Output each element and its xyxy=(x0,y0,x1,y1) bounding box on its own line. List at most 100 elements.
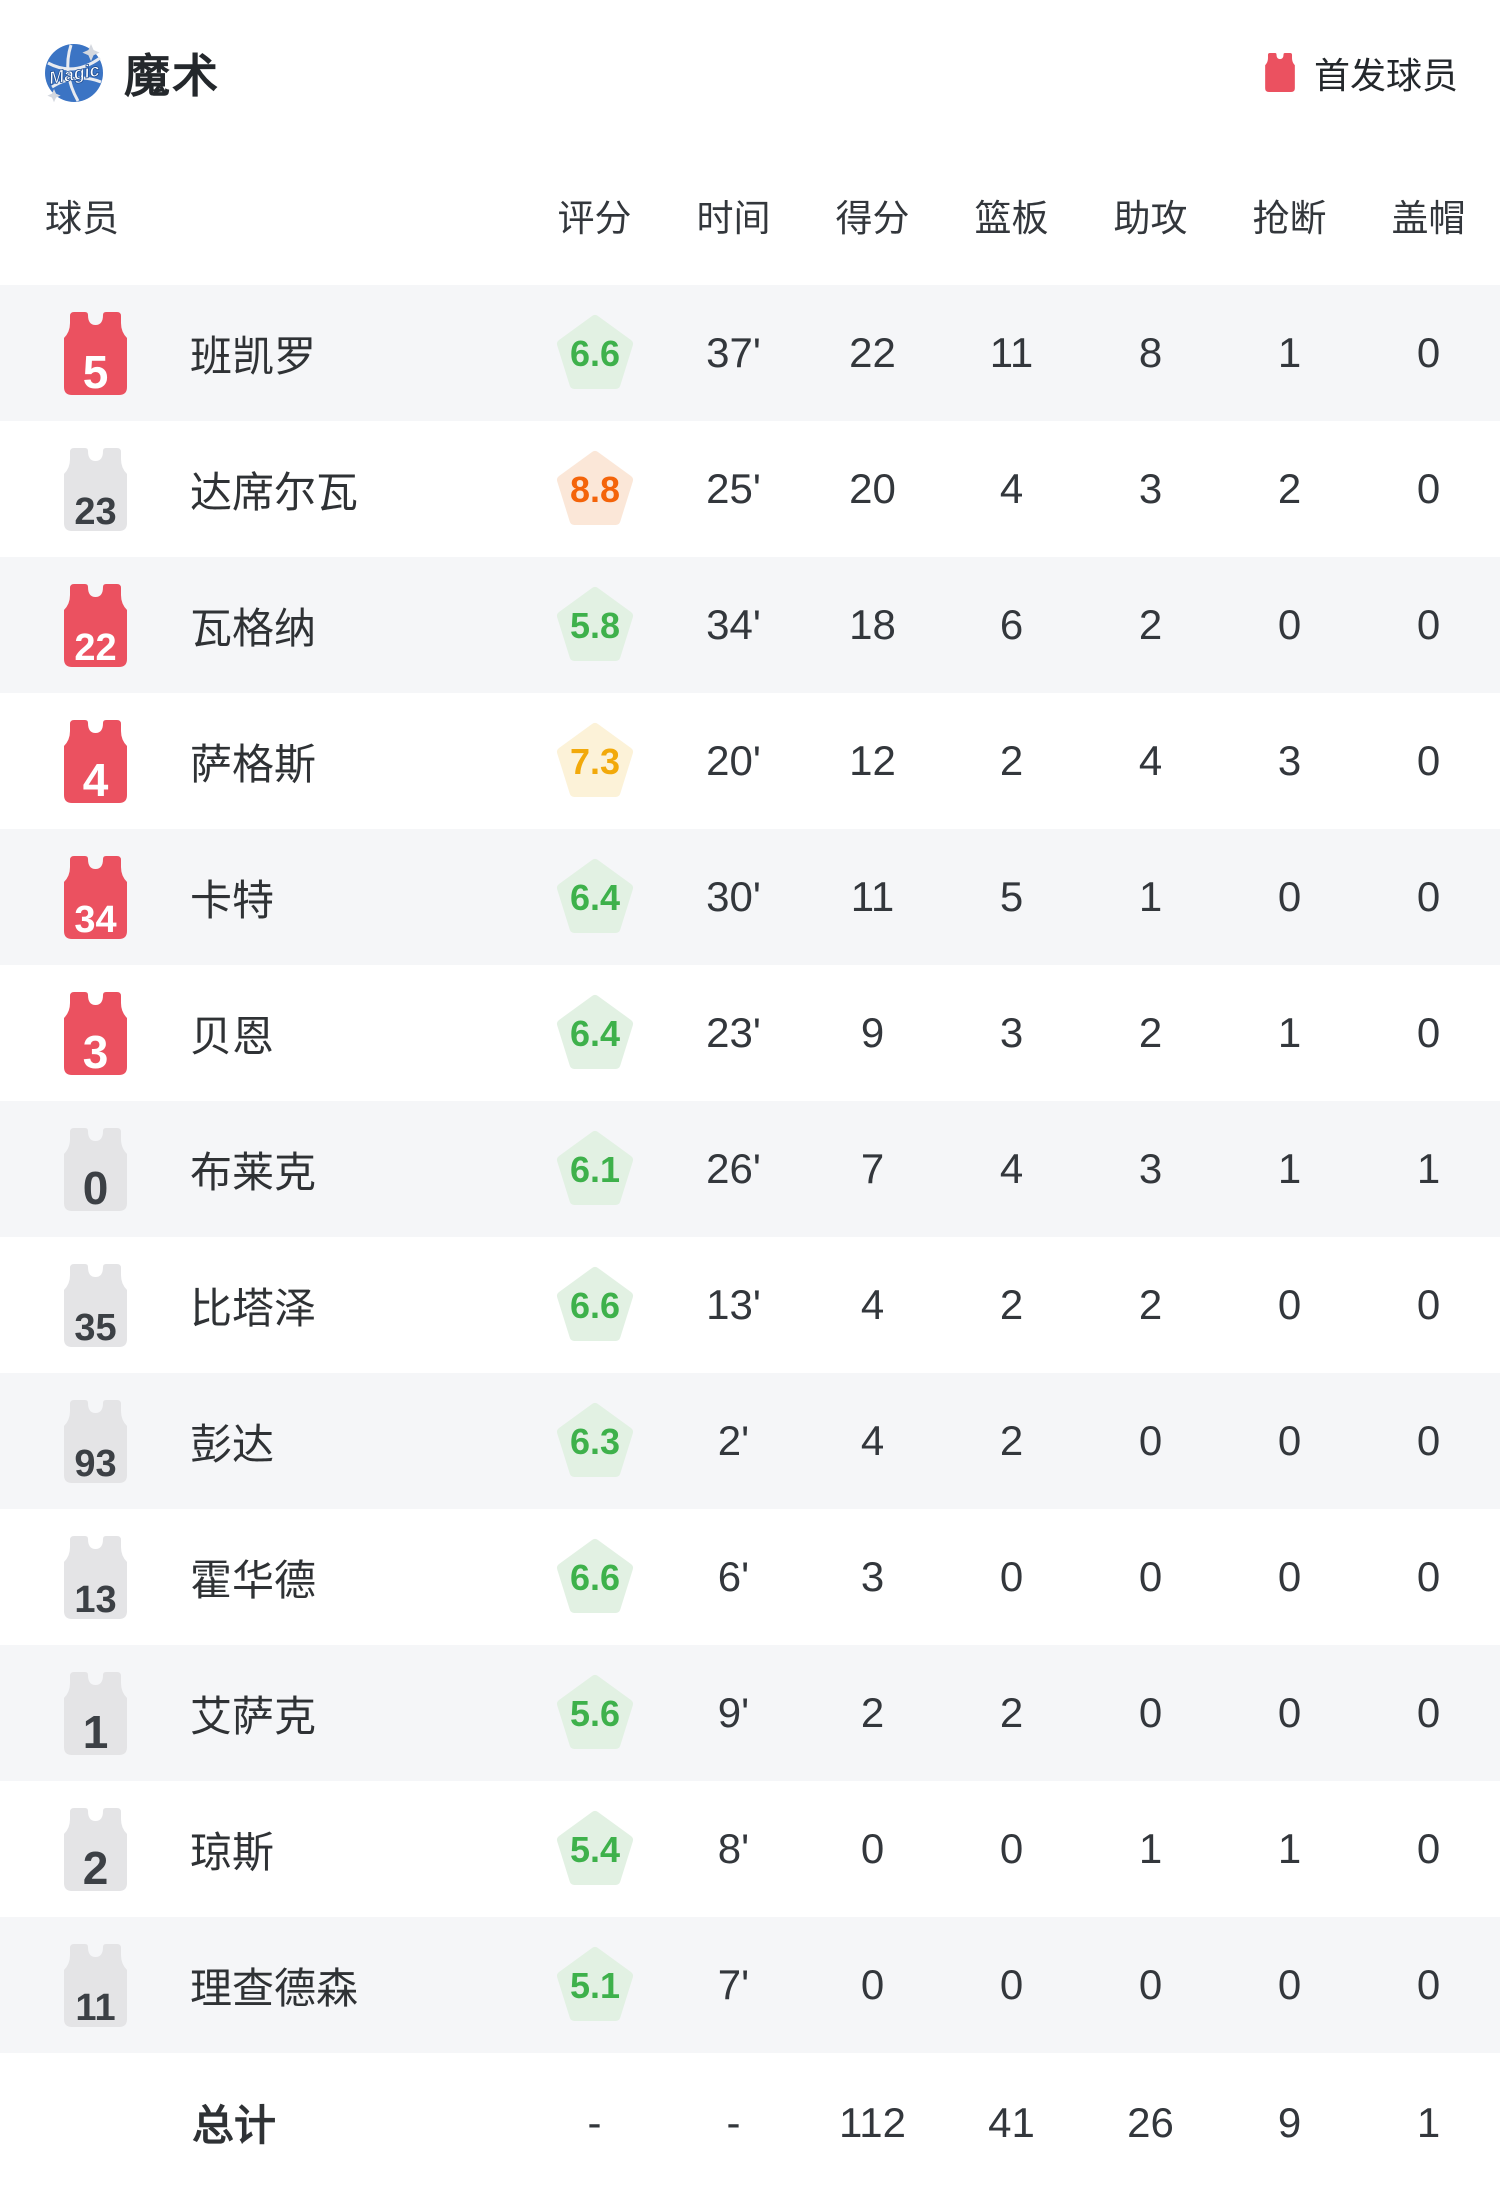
rating-cell: 6.6 xyxy=(525,313,664,393)
rebounds-cell: 0 xyxy=(999,1961,1024,2008)
blocks-cell: 0 xyxy=(1416,1961,1441,2008)
rating-value: 5.8 xyxy=(569,605,619,646)
player-name: 达席尔瓦 xyxy=(190,468,359,516)
table-row[interactable]: 93 彭达 6.3 2' 4 2 0 0 0 xyxy=(0,1373,1500,1509)
assists-cell: 4 xyxy=(1138,737,1163,784)
points-cell: 18 xyxy=(849,601,896,648)
player-cell: 5 班凯罗 xyxy=(0,310,525,397)
rating-badge: 5.1 xyxy=(556,1947,633,2021)
table-row[interactable]: 34 卡特 6.4 30' 11 5 1 0 0 xyxy=(0,829,1500,965)
column-rating: 评分 xyxy=(557,198,632,239)
player-name: 彭达 xyxy=(190,1420,275,1468)
jersey-number: 35 xyxy=(74,1307,116,1349)
blocks-cell: 0 xyxy=(1416,1689,1441,1736)
player-cell: 2 琼斯 xyxy=(0,1806,525,1893)
rating-cell: 6.4 xyxy=(525,857,664,937)
jersey-icon: 5 xyxy=(64,311,127,397)
player-name: 霍华德 xyxy=(190,1556,317,1604)
minutes-cell: 6' xyxy=(717,1553,750,1600)
blocks-cell: 0 xyxy=(1416,329,1441,376)
table-row[interactable]: 0 布莱克 6.1 26' 7 4 3 1 1 xyxy=(0,1101,1500,1237)
total-assists: 26 xyxy=(1127,2098,1174,2146)
player-name: 卡特 xyxy=(190,876,275,924)
steals-cell: 0 xyxy=(1277,1553,1302,1600)
points-cell: 11 xyxy=(850,873,895,920)
table-row[interactable]: 35 比塔泽 6.6 13' 4 2 2 0 0 xyxy=(0,1237,1500,1373)
team-header: Magic 魔术 首发球员 xyxy=(0,0,1500,145)
rating-value: 6.1 xyxy=(569,1149,619,1190)
minutes-cell: 7' xyxy=(717,1961,750,2008)
jersey-number: 34 xyxy=(74,899,116,941)
player-name: 比塔泽 xyxy=(190,1284,317,1332)
player-name: 班凯罗 xyxy=(190,332,317,380)
table-row[interactable]: 3 贝恩 6.4 23' 9 3 2 1 0 xyxy=(0,965,1500,1101)
rating-value: 6.6 xyxy=(569,1285,619,1326)
player-name: 萨格斯 xyxy=(190,740,317,788)
jersey-number: 3 xyxy=(83,1026,109,1077)
blocks-cell: 0 xyxy=(1416,1417,1441,1464)
starter-jersey-icon xyxy=(1265,52,1295,93)
minutes-cell: 2' xyxy=(717,1417,750,1464)
rating-cell: 6.4 xyxy=(525,993,664,1073)
assists-cell: 1 xyxy=(1138,1825,1163,1872)
jersey-icon: 13 xyxy=(64,1535,127,1621)
column-assists: 助攻 xyxy=(1113,198,1188,239)
rebounds-cell: 2 xyxy=(999,1281,1024,1328)
total-minutes: - xyxy=(726,2098,741,2146)
rating-badge: 5.6 xyxy=(556,1675,633,1749)
points-cell: 0 xyxy=(860,1825,885,1872)
jersey-number: 2 xyxy=(83,1842,109,1893)
table-row[interactable]: 23 达席尔瓦 8.8 25' 20 4 3 2 0 xyxy=(0,421,1500,557)
table-row[interactable]: 2 琼斯 5.4 8' 0 0 1 1 0 xyxy=(0,1781,1500,1917)
minutes-cell: 9' xyxy=(717,1689,750,1736)
table-column-header: 球员 评分 时间 得分 篮板 助攻 抢断 盖帽 xyxy=(0,145,1500,285)
team-logo: Magic xyxy=(45,43,103,102)
assists-cell: 2 xyxy=(1138,1281,1163,1328)
points-cell: 7 xyxy=(860,1145,885,1192)
column-player: 球员 xyxy=(45,198,119,239)
rebounds-cell: 5 xyxy=(999,873,1024,920)
rebounds-cell: 2 xyxy=(999,1417,1024,1464)
starter-legend: 首发球员 xyxy=(1262,47,1458,99)
table-row[interactable]: 4 萨格斯 7.3 20' 12 2 4 3 0 xyxy=(0,693,1500,829)
rebounds-cell: 4 xyxy=(999,1145,1024,1192)
rating-cell: 5.1 xyxy=(525,1945,664,2025)
jersey-number: 1 xyxy=(83,1706,109,1757)
team-name: 魔术 xyxy=(124,49,220,102)
player-cell: 1 艾萨克 xyxy=(0,1670,525,1757)
rating-cell: 8.8 xyxy=(525,449,664,529)
table-row[interactable]: 5 班凯罗 6.6 37' 22 11 8 1 0 xyxy=(0,285,1500,421)
points-cell: 20 xyxy=(849,465,896,512)
rating-badge: 5.4 xyxy=(556,1811,633,1885)
jersey-icon: 11 xyxy=(64,1943,127,2029)
rating-value: 6.4 xyxy=(569,1013,619,1054)
column-points: 得分 xyxy=(835,198,910,239)
points-cell: 2 xyxy=(860,1689,885,1736)
jersey-number: 5 xyxy=(83,346,109,397)
column-blocks: 盖帽 xyxy=(1391,198,1466,239)
steals-cell: 0 xyxy=(1277,873,1302,920)
rating-value: 6.6 xyxy=(569,1557,619,1598)
rating-value: 7.3 xyxy=(569,741,619,782)
steals-cell: 0 xyxy=(1277,1689,1302,1736)
assists-cell: 2 xyxy=(1138,1009,1163,1056)
column-minutes: 时间 xyxy=(696,198,771,239)
player-name: 贝恩 xyxy=(190,1012,275,1060)
steals-cell: 1 xyxy=(1277,329,1302,376)
jersey-number: 22 xyxy=(74,627,116,669)
steals-cell: 3 xyxy=(1277,737,1302,784)
blocks-cell: 0 xyxy=(1416,1553,1441,1600)
total-points: 112 xyxy=(839,2098,906,2146)
table-row[interactable]: 1 艾萨克 5.6 9' 2 2 0 0 0 xyxy=(0,1645,1500,1781)
rebounds-cell: 2 xyxy=(999,1689,1024,1736)
rating-value: 5.1 xyxy=(569,1965,619,2006)
rebounds-cell: 11 xyxy=(989,329,1034,376)
points-cell: 9 xyxy=(860,1009,885,1056)
total-rebounds: 41 xyxy=(988,2098,1035,2146)
total-row: 总计 - - 112 41 26 9 1 xyxy=(0,2053,1500,2192)
table-row[interactable]: 11 理查德森 5.1 7' 0 0 0 0 0 xyxy=(0,1917,1500,2053)
table-row[interactable]: 22 瓦格纳 5.8 34' 18 6 2 0 0 xyxy=(0,557,1500,693)
table-row[interactable]: 13 霍华德 6.6 6' 3 0 0 0 0 xyxy=(0,1509,1500,1645)
player-cell: 4 萨格斯 xyxy=(0,718,525,805)
blocks-cell: 0 xyxy=(1416,601,1441,648)
